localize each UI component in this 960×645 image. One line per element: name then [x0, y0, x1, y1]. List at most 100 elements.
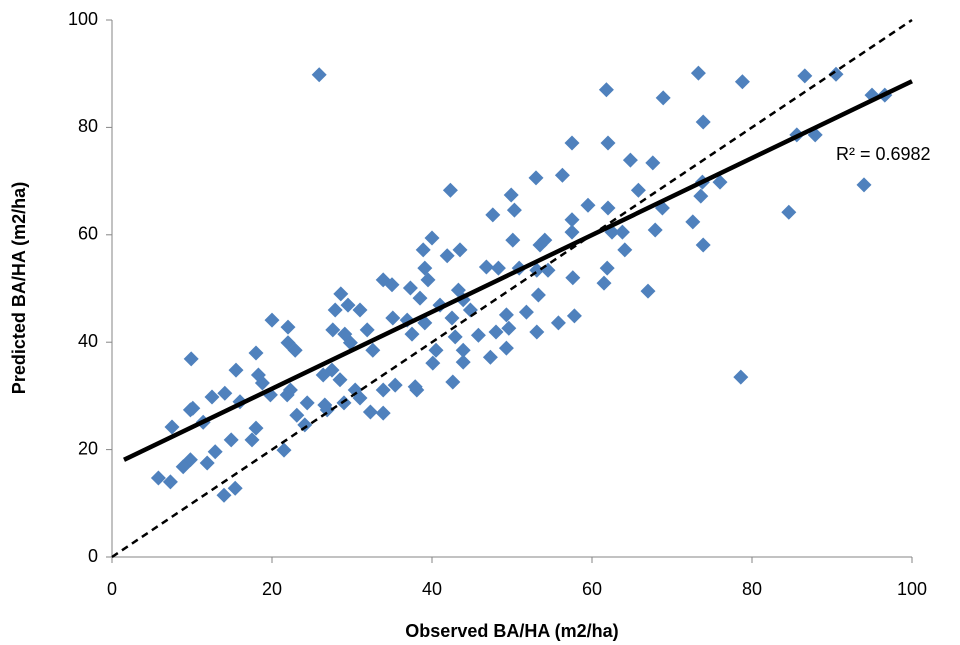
point	[485, 207, 501, 223]
point	[227, 480, 243, 496]
point	[375, 405, 391, 421]
point	[228, 362, 244, 378]
point	[712, 174, 728, 190]
point	[264, 312, 280, 328]
point	[289, 407, 305, 423]
point	[564, 212, 580, 228]
point	[452, 242, 468, 258]
point	[282, 382, 298, 398]
point	[207, 444, 223, 460]
point	[455, 354, 471, 370]
point	[599, 260, 615, 276]
point	[470, 327, 486, 343]
point	[600, 200, 616, 216]
point	[420, 272, 436, 288]
point	[554, 167, 570, 183]
point	[162, 474, 178, 490]
point	[537, 232, 553, 248]
point	[384, 277, 400, 293]
point	[428, 342, 444, 358]
point	[342, 335, 358, 351]
point	[518, 304, 534, 320]
point	[332, 372, 348, 388]
point	[175, 459, 191, 475]
point	[217, 385, 233, 401]
point	[402, 280, 418, 296]
point	[442, 182, 458, 198]
point	[407, 379, 423, 395]
point	[734, 74, 750, 90]
point	[781, 204, 797, 220]
point	[600, 135, 616, 151]
point	[828, 66, 844, 82]
x-axis-title: Observed BA/HA (m2/ha)	[405, 621, 618, 641]
x-tick-label: 20	[262, 579, 282, 599]
point	[690, 65, 706, 81]
point	[439, 248, 455, 264]
r-squared-label: R² = 0.6982	[836, 144, 931, 164]
point	[645, 155, 661, 171]
point	[248, 345, 264, 361]
point	[216, 487, 232, 503]
point	[276, 442, 292, 458]
point	[733, 369, 749, 385]
point	[365, 342, 381, 358]
point	[447, 329, 463, 345]
x-tick-label: 100	[897, 579, 927, 599]
point	[404, 326, 420, 342]
point	[797, 68, 813, 84]
y-axis-title: Predicted BA/HA (m2/ha)	[9, 182, 29, 394]
y-tick-label: 60	[78, 224, 98, 244]
point	[425, 355, 441, 371]
point	[630, 182, 646, 198]
point	[248, 420, 264, 436]
point	[695, 114, 711, 130]
point	[327, 302, 343, 318]
point	[336, 395, 352, 411]
point	[204, 389, 220, 405]
point	[387, 377, 403, 393]
point	[622, 152, 638, 168]
point	[164, 419, 180, 435]
y-tick-label: 0	[88, 546, 98, 566]
one-to-one-line	[111, 18, 913, 559]
point	[490, 260, 506, 276]
point	[565, 270, 581, 286]
point	[566, 308, 582, 324]
point	[695, 237, 711, 253]
point	[488, 324, 504, 340]
y-tick-label: 40	[78, 331, 98, 351]
point	[505, 232, 521, 248]
point	[150, 470, 166, 486]
point	[482, 349, 498, 365]
point	[315, 367, 331, 383]
point	[498, 340, 514, 356]
point	[287, 342, 303, 358]
point	[640, 283, 656, 299]
x-tick-label: 40	[422, 579, 442, 599]
point	[415, 242, 431, 258]
point	[655, 90, 671, 106]
point	[254, 375, 270, 391]
point	[614, 224, 630, 240]
point	[564, 135, 580, 151]
point	[540, 262, 556, 278]
point	[311, 67, 327, 83]
point	[501, 320, 517, 336]
point	[580, 197, 596, 213]
point	[445, 374, 461, 390]
point	[617, 242, 633, 258]
x-tick-label: 80	[742, 579, 762, 599]
point	[506, 202, 522, 218]
point	[199, 455, 215, 471]
point	[299, 395, 315, 411]
point	[856, 177, 872, 193]
point	[340, 297, 356, 313]
y-tick-label: 20	[78, 438, 98, 458]
point	[444, 310, 460, 326]
point	[185, 400, 201, 416]
point	[564, 224, 580, 240]
point	[478, 259, 494, 275]
point	[503, 187, 519, 203]
